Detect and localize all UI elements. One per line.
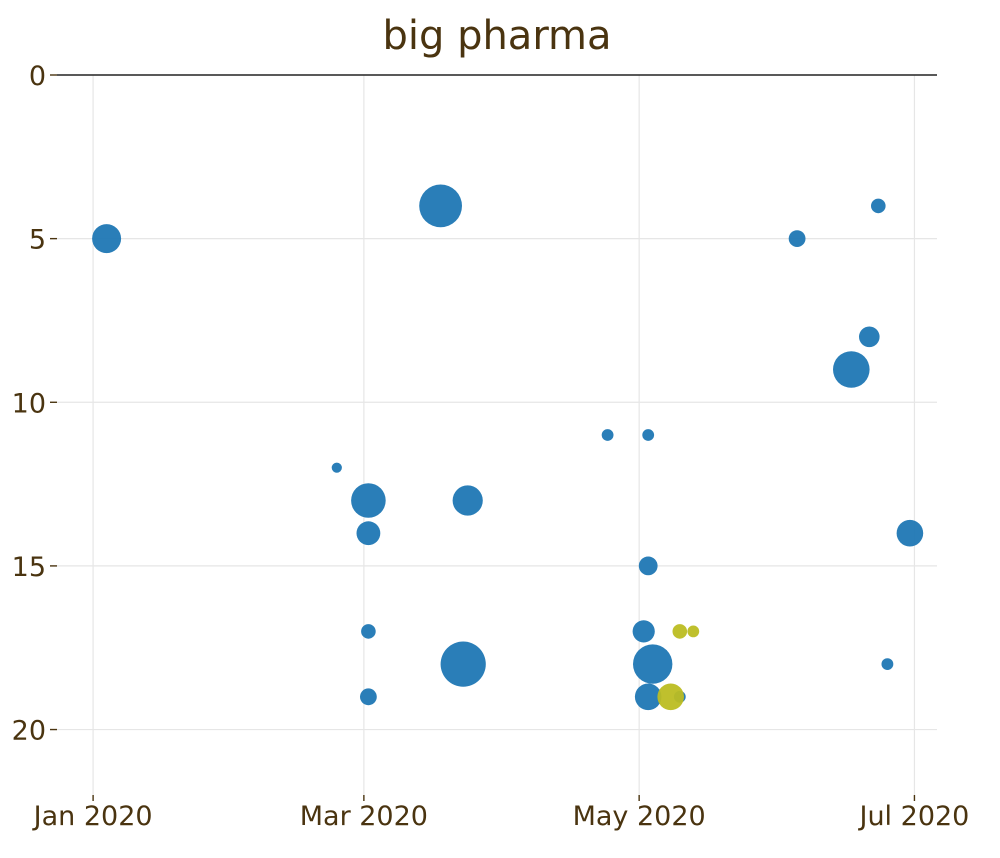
- y-tick-label: 15: [12, 552, 46, 583]
- bubble-point: [642, 429, 655, 441]
- x-axis: Jan 2020 Mar 2020 May 2020 Jul 2020: [32, 795, 969, 832]
- bubble-point: [92, 224, 122, 254]
- x-gridlines: [92, 75, 916, 795]
- bubble-point: [788, 230, 806, 248]
- bubble-point: [672, 624, 688, 639]
- bubble-point: [633, 644, 673, 684]
- y-tick-label: 10: [12, 388, 46, 419]
- x-tick-label: Jul 2020: [857, 801, 969, 832]
- bubble-point: [657, 683, 684, 711]
- bubble-point: [356, 521, 381, 546]
- bubble-point: [634, 683, 662, 711]
- bubble-point: [419, 184, 462, 228]
- bubble-point: [871, 198, 886, 214]
- bubble-point: [360, 688, 377, 706]
- bubble-point: [331, 462, 342, 473]
- bubble-point: [452, 485, 483, 516]
- x-tick-label: Jan 2020: [32, 801, 153, 832]
- bubble-point: [896, 519, 924, 547]
- x-tick-label: May 2020: [573, 801, 706, 832]
- bubble-point: [601, 429, 614, 441]
- bubble-point: [881, 658, 894, 670]
- y-tick-label: 5: [29, 225, 46, 256]
- y-gridlines: [57, 74, 937, 731]
- bubble-point: [351, 483, 386, 518]
- y-tick-label: 20: [12, 716, 46, 747]
- bubble-point: [859, 326, 880, 348]
- bubble-point: [687, 625, 700, 638]
- y-axis: 0 5 10 15 20: [12, 61, 57, 747]
- chart-title: big pharma: [382, 13, 611, 59]
- bubble-point: [440, 641, 486, 687]
- bubble-point: [833, 351, 870, 388]
- x-tick-label: Mar 2020: [300, 801, 428, 832]
- bubble-point: [638, 556, 658, 576]
- bubbles: [92, 184, 924, 711]
- y-tick-label: 0: [29, 61, 46, 92]
- bubble-point: [632, 620, 655, 643]
- bubble-point: [361, 624, 376, 639]
